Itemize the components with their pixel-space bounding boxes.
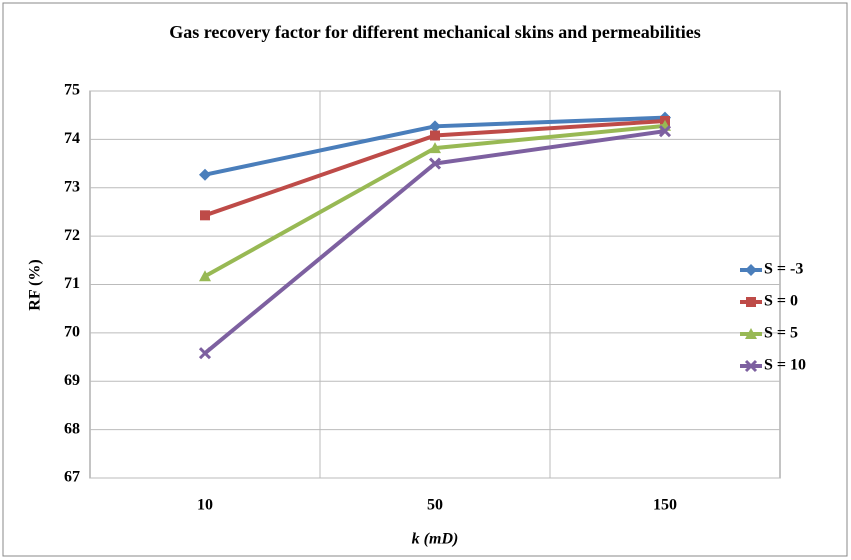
y-tick-label: 75 <box>64 82 80 99</box>
y-tick-label: 70 <box>64 324 80 341</box>
marker <box>199 168 211 181</box>
y-tick-label: 69 <box>64 372 80 389</box>
legend-marker <box>746 297 756 307</box>
x-tick-label: 50 <box>427 497 443 514</box>
y-tick-label: 67 <box>64 469 80 486</box>
y-tick-label: 71 <box>64 275 80 292</box>
legend-label: S = 10 <box>764 357 806 374</box>
x-tick-label: 10 <box>197 497 213 514</box>
marker <box>430 130 440 141</box>
legend-label: S = 0 <box>764 293 798 310</box>
y-tick-label: 72 <box>64 227 80 244</box>
marker <box>658 125 672 138</box>
legend-marker <box>745 328 757 339</box>
x-axis-label: k (mD) <box>412 531 459 548</box>
y-tick-label: 74 <box>64 130 80 147</box>
chart-title: Gas recovery factor for different mechan… <box>169 22 701 42</box>
y-tick-label: 68 <box>64 420 80 437</box>
marker <box>429 120 441 133</box>
marker <box>428 157 442 170</box>
y-axis-label: RF (%) <box>27 259 44 310</box>
x-tick-label: 150 <box>653 497 677 514</box>
y-tick-label: 73 <box>64 178 80 195</box>
legend-label: S = -3 <box>764 261 803 278</box>
marker <box>198 347 212 360</box>
legend-label: S = 5 <box>764 325 798 342</box>
legend-marker <box>745 264 757 276</box>
marker <box>199 270 211 282</box>
marker <box>429 142 441 154</box>
legend-marker <box>744 359 758 373</box>
marker <box>200 210 210 221</box>
